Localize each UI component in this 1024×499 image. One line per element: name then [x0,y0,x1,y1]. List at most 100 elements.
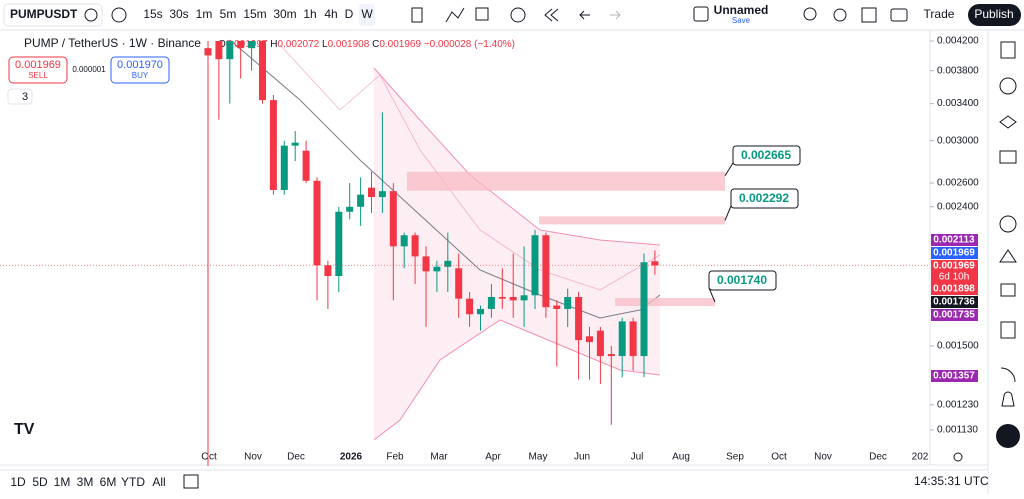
price-tag [931,309,978,321]
x-tick-label: Dec [287,452,305,463]
candle-body [313,180,321,266]
price-tag-label: 0.001736 [933,297,975,308]
indicator-count[interactable]: 3 [22,91,28,103]
label: L [322,39,328,50]
candle-body [378,191,386,198]
icon[interactable] [1000,367,1016,383]
interval[interactable]: 30m [273,7,296,21]
value: 0.001969 [379,39,421,50]
sidebar [999,41,1017,407]
range[interactable]: YTD [121,475,145,489]
price-tag [931,296,978,308]
candle-body [335,211,343,276]
symbol[interactable]: PUMPUSDT [10,7,78,21]
x-tick-label: Feb [386,452,404,463]
band-lower [373,319,661,441]
callout [732,145,801,166]
interval[interactable]: 1m [196,7,213,21]
add-icon[interactable] [111,7,127,23]
icon[interactable] [411,7,423,23]
callout-line [724,162,734,177]
icon[interactable] [544,8,559,22]
candle-body [411,235,419,257]
price-tag [931,247,978,259]
trade[interactable]: Trade [924,7,955,21]
icon[interactable] [1000,41,1016,59]
buy-box[interactable] [110,56,170,84]
candle-body [477,308,484,315]
value: −0.000028 (−1.40%) [424,39,515,50]
icon[interactable] [1000,321,1016,339]
icon[interactable] [999,249,1017,263]
icon[interactable] [999,215,1017,233]
level-label: 0.002665 [741,148,791,162]
icon[interactable] [579,10,590,20]
interval[interactable]: 5m [220,7,237,21]
range[interactable]: All [152,475,165,489]
icon[interactable] [890,8,908,22]
icon[interactable] [833,8,847,22]
icon[interactable] [1001,391,1015,407]
publish-button[interactable] [968,4,1021,26]
interval[interactable]: 30s [169,7,188,21]
interval[interactable]: W [361,7,373,21]
candle-body [586,336,593,343]
apps-button[interactable] [996,424,1020,448]
candle-body [520,295,528,301]
level-zone [615,298,715,307]
price-tag-label: 0.001898 [933,284,975,295]
icon[interactable] [510,7,526,23]
range[interactable]: 3M [77,475,94,489]
icon[interactable] [84,8,98,22]
sell-box[interactable] [8,56,68,84]
y-tick-label: 0.004200 [937,36,979,47]
y-tick-label: 0.003800 [937,65,979,76]
candle-body [553,305,561,309]
interval[interactable]: 1h [303,7,316,21]
legend-title: PUMP / TetherUS · 1W · Binance [24,36,201,50]
icon[interactable] [693,6,709,22]
range[interactable]: 1D [10,475,26,489]
y-tick-label: 0.003000 [937,135,979,146]
buy[interactable]: BUY [132,71,149,80]
buy-price[interactable]: 0.001970 [117,59,163,71]
callout-line [724,205,732,221]
x-tick-label: Jun [574,452,590,463]
icon[interactable] [445,7,465,23]
icon[interactable] [999,150,1017,164]
interval[interactable]: D [345,7,354,21]
interval[interactable]: 15m [243,7,266,21]
icon[interactable] [999,77,1017,95]
candle-body [575,296,583,341]
value: 0.001908 [328,39,370,50]
interval[interactable]: 4h [324,7,337,21]
icon[interactable] [610,10,621,20]
label: C [372,39,379,50]
interval[interactable]: 15s [143,7,162,21]
icon[interactable] [1000,283,1016,297]
range[interactable]: 1M [54,475,71,489]
calendar-icon[interactable] [183,474,199,489]
save[interactable]: Save [732,16,751,25]
publish[interactable]: Publish [974,7,1013,21]
icon[interactable] [475,7,489,21]
range[interactable]: 5D [32,475,48,489]
level-label: 0.001740 [717,273,767,287]
layout-name[interactable]: Unnamed [714,3,769,17]
symbol-box[interactable] [3,3,103,27]
icon[interactable] [803,7,817,21]
value: 0.002072 [278,39,320,50]
candle-body [269,100,277,190]
band-shade [374,68,660,440]
sell-price[interactable]: 0.001969 [15,59,61,71]
sell[interactable]: SELL [28,71,48,80]
icon[interactable] [861,7,877,23]
indicators-toggle[interactable] [7,88,33,105]
candle-body [498,296,506,299]
price-tag [931,260,978,283]
settings-icon[interactable] [953,452,963,462]
active-interval [359,4,375,26]
range[interactable]: 6M [100,475,117,489]
icon[interactable] [999,115,1017,129]
